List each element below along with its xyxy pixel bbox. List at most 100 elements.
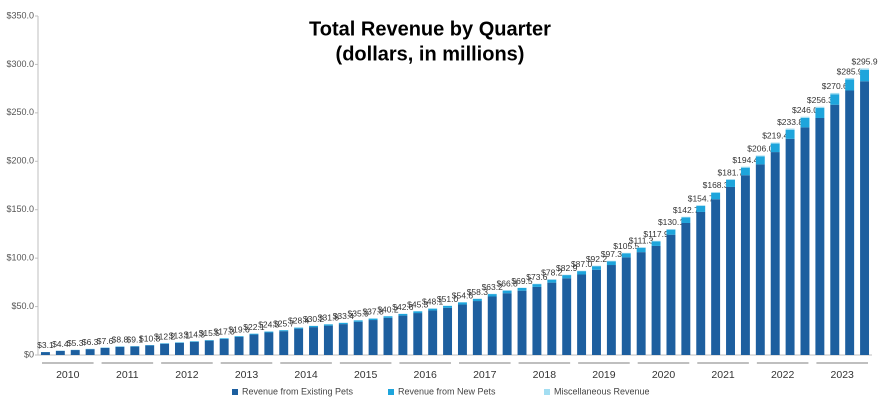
bar-segment [606, 265, 616, 355]
bar-segment [651, 240, 661, 242]
bar-segment [636, 252, 646, 355]
bar-segment [130, 346, 140, 355]
bar-segment [815, 117, 825, 355]
y-tick-label: $150.0 [6, 204, 34, 214]
total-label: $10.3 [139, 333, 161, 343]
bar-segment [562, 275, 572, 279]
total-label: $45.3 [407, 299, 429, 309]
bar-segment [830, 94, 840, 105]
bar-segment [532, 284, 542, 287]
total-label: $73.6 [526, 272, 548, 282]
total-label: $4.4 [52, 339, 69, 349]
bar-segment [204, 340, 214, 341]
bar-segment [413, 313, 423, 355]
bar-segment [115, 346, 125, 355]
total-label: $181.7 [718, 167, 744, 177]
bar-segment [40, 352, 50, 355]
bar-segment [681, 222, 691, 355]
bar-segment [189, 341, 199, 355]
bar-segment [666, 229, 676, 235]
total-label: $33.4 [333, 311, 355, 321]
bar-segment [487, 296, 497, 355]
bar-segment [785, 128, 795, 130]
bar-segment [755, 155, 765, 157]
x-tick-label: 2011 [116, 369, 139, 381]
bar-segment [621, 257, 631, 355]
bar-segment [785, 129, 795, 139]
bar-segment [279, 330, 289, 332]
bar-segment [830, 92, 840, 95]
bar-segment [696, 205, 706, 212]
y-tick-label: $250.0 [6, 107, 34, 117]
total-label: $270.6 [822, 81, 848, 91]
total-label: $256.3 [807, 95, 833, 105]
legend-label: Miscellaneous Revenue [554, 386, 650, 396]
bar-segment [726, 179, 735, 180]
total-label: $13.1 [169, 331, 191, 341]
bar-segment [368, 318, 378, 321]
x-tick-label: 2023 [831, 369, 855, 381]
legend-label: Revenue from New Pets [398, 386, 496, 396]
bar-segment [309, 325, 318, 328]
bar-segment [472, 301, 482, 355]
total-label: $8.8 [112, 335, 129, 345]
total-label: $48.1 [422, 297, 444, 307]
bar-segment [592, 266, 601, 270]
total-label: $206.0 [747, 144, 773, 154]
bar-segment [353, 321, 363, 355]
bar-segment [294, 328, 304, 355]
bar-segment [651, 245, 661, 355]
bar-segment [398, 315, 408, 355]
bar-segment [383, 316, 393, 318]
total-label: $233.8 [777, 117, 803, 127]
bar-segment [472, 298, 482, 302]
total-label: $142.7 [673, 205, 699, 215]
bar-segment [785, 138, 795, 355]
bar-segment [860, 81, 870, 356]
bar-segment [204, 340, 214, 355]
bar-segment [815, 106, 825, 109]
x-tick-label: 2015 [354, 369, 378, 381]
total-label: $66.8 [496, 279, 518, 289]
total-label: $24.3 [258, 320, 280, 330]
bar-segment [547, 279, 557, 283]
bar-segment [726, 186, 735, 355]
bar-segment [711, 192, 721, 200]
total-label: $14.3 [184, 329, 206, 339]
x-tick-label: 2016 [414, 369, 438, 381]
total-label: $154.7 [688, 193, 714, 203]
bar-segment [696, 211, 706, 355]
bar-segment [740, 167, 750, 176]
total-label: $7.6 [97, 336, 114, 346]
bar-segment [323, 324, 333, 326]
total-label: $219.4 [762, 131, 788, 141]
chart-subtitle: (dollars, in millions) [336, 43, 525, 65]
bar-segment [755, 156, 765, 165]
total-label: $87.0 [571, 259, 593, 269]
total-label: $12.2 [154, 331, 176, 341]
bar-segment [830, 104, 840, 355]
total-label: $25.7 [273, 318, 295, 328]
total-label: $285.9 [837, 66, 863, 76]
total-label: $82.9 [556, 263, 578, 273]
bar-segment [502, 290, 512, 294]
bar-segment [845, 79, 855, 91]
bar-segment [845, 78, 855, 80]
bar-segment [338, 324, 348, 355]
bar-segment [666, 228, 676, 230]
bar-segment [145, 345, 155, 355]
bar-segment [249, 334, 259, 355]
total-label: $69.5 [511, 276, 533, 286]
bar-segment [577, 271, 587, 275]
bar-segment [189, 341, 199, 342]
x-tick-label: 2020 [652, 369, 676, 381]
x-tick-label: 2014 [294, 369, 318, 381]
bar-segment [562, 278, 572, 355]
bar-segment [70, 350, 80, 355]
total-label: $58.3 [467, 287, 489, 297]
bar-segment [219, 339, 229, 355]
bar-segment [517, 287, 527, 291]
bar-segment [249, 333, 259, 335]
total-label: $3.1 [37, 340, 54, 350]
